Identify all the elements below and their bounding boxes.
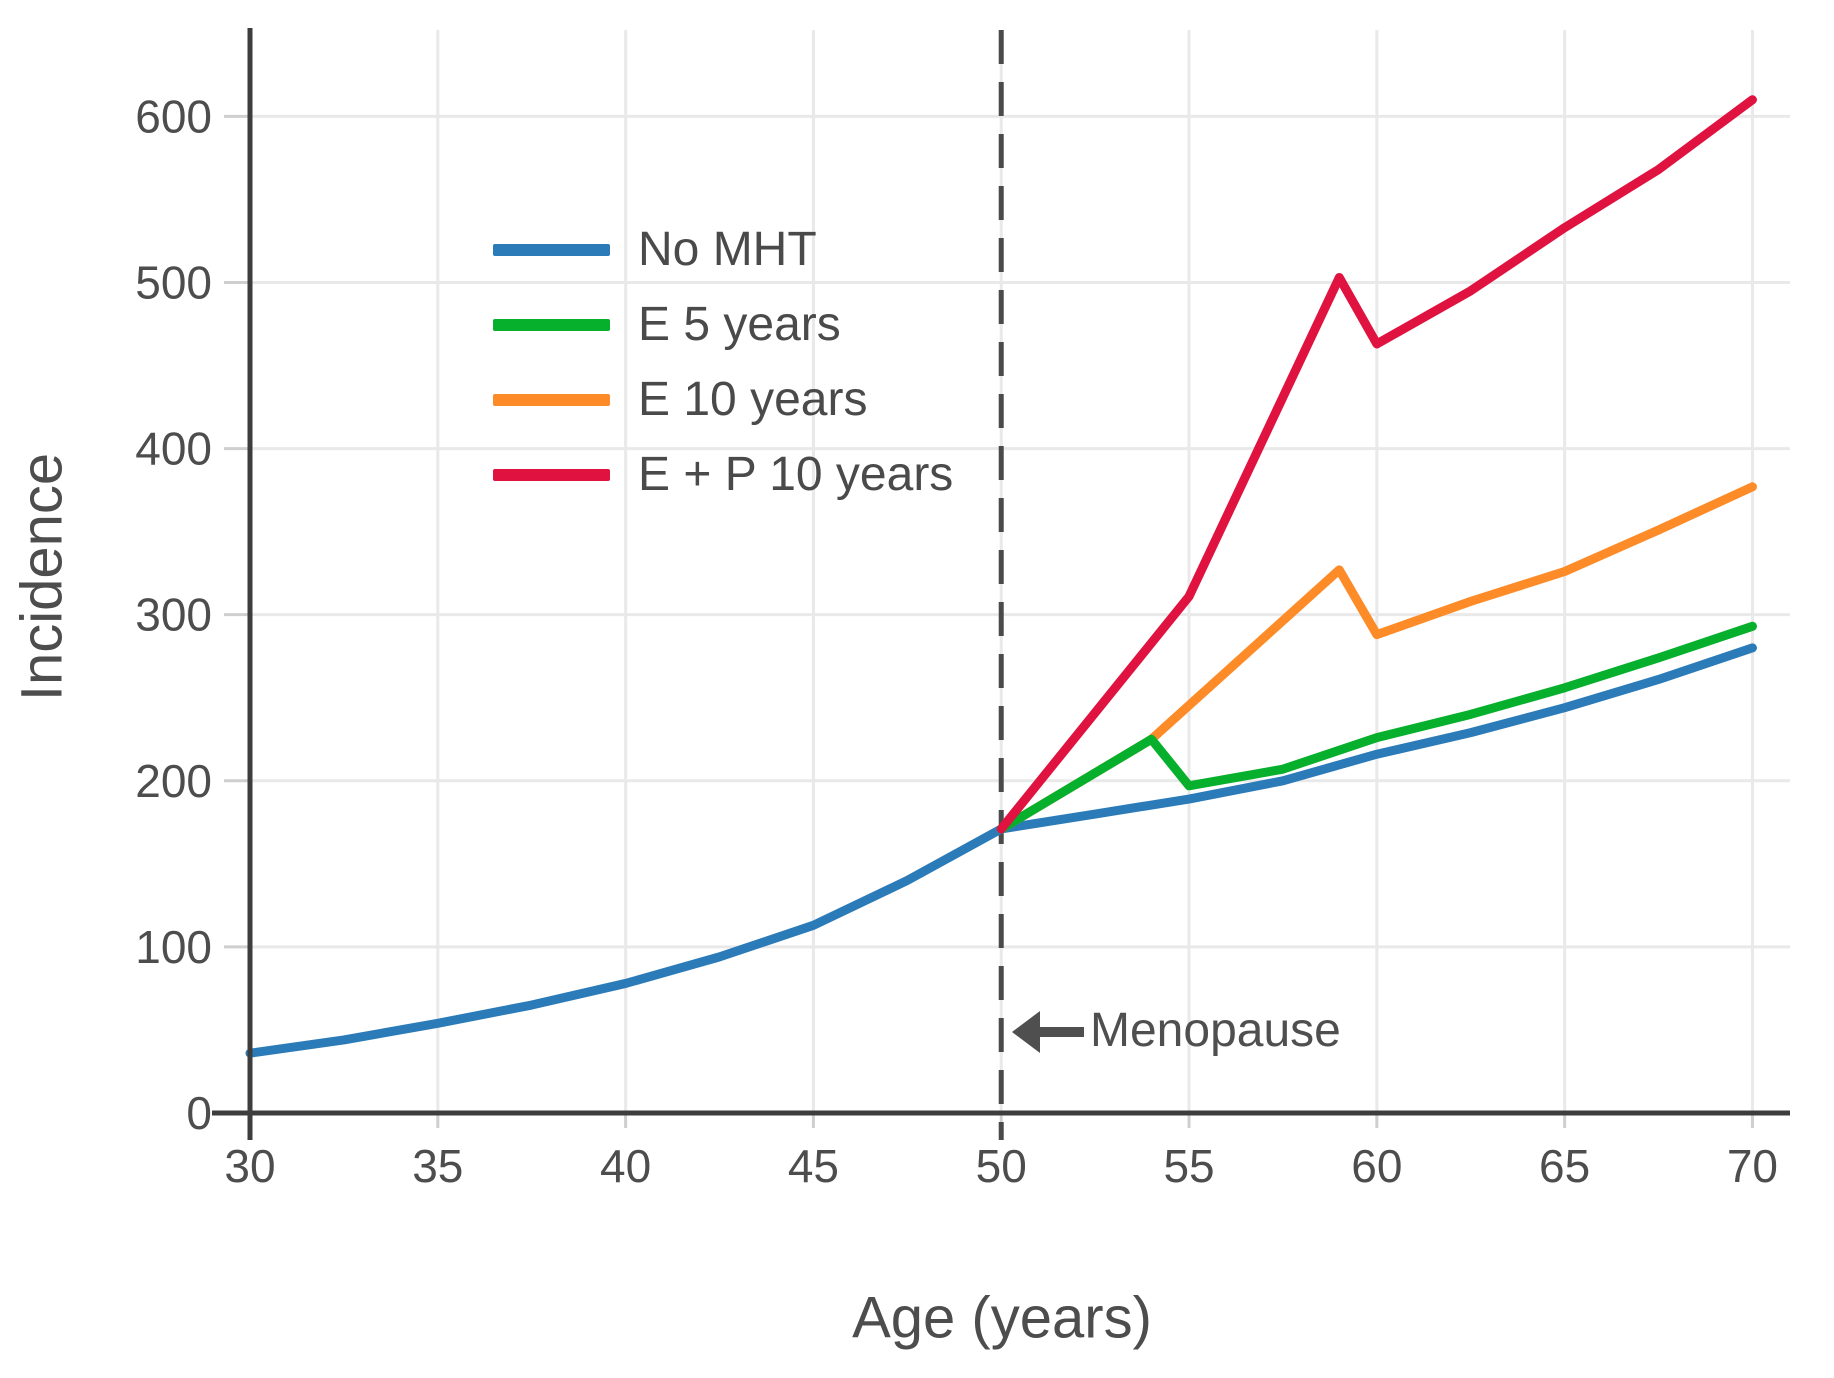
- series-line-e-5-years: [996, 621, 1757, 834]
- legend-label: E 10 years: [638, 373, 868, 426]
- legend-item-e-p-10-years: E + P 10 years: [493, 437, 953, 512]
- legend-label: E + P 10 years: [638, 448, 954, 501]
- legend: No MHT E 5 years E 10 years E + P 10 yea…: [493, 212, 953, 512]
- x-tick-label: 55: [1163, 1140, 1214, 1192]
- x-tick-label: 35: [412, 1140, 463, 1192]
- x-tick-label: 70: [1727, 1140, 1778, 1192]
- menopause-annotation-text: Menopause: [1090, 1003, 1341, 1057]
- legend-swatch-e-10-years: [493, 393, 610, 406]
- y-tick-label: 0: [186, 1087, 212, 1139]
- legend-item-no-mht: No MHT: [493, 212, 953, 287]
- series-line-e-10-years: [996, 482, 1757, 834]
- y-tick-label: 100: [135, 921, 212, 973]
- legend-label: E 5 years: [638, 298, 841, 351]
- y-tick-label: 500: [135, 256, 212, 308]
- y-tick-label: 300: [135, 589, 212, 641]
- series-line-e-p-10-years: [996, 95, 1757, 834]
- legend-swatch-no-mht: [493, 243, 610, 256]
- x-tick-label: 65: [1539, 1140, 1590, 1192]
- y-tick-label: 400: [135, 423, 212, 475]
- x-axis-label: Age (years): [852, 1285, 1152, 1351]
- legend-swatch-e-p-10-years: [493, 468, 610, 481]
- legend-item-e-10-years: E 10 years: [493, 362, 953, 437]
- legend-item-e-5-years: E 5 years: [493, 287, 953, 362]
- legend-swatch-e-5-years: [493, 318, 610, 331]
- y-tick-label: 600: [135, 90, 212, 142]
- y-tick-label: 200: [135, 755, 212, 807]
- left-arrow-icon: [1012, 1011, 1040, 1053]
- x-tick-label: 45: [788, 1140, 839, 1192]
- x-tick-label: 30: [224, 1140, 275, 1192]
- x-tick-label: 50: [976, 1140, 1027, 1192]
- x-tick-label: 40: [600, 1140, 651, 1192]
- y-axis-label: Incidence: [9, 452, 75, 702]
- x-tick-label: 60: [1351, 1140, 1402, 1192]
- legend-label: No MHT: [638, 223, 817, 276]
- left-arrow-shaft: [1037, 1027, 1084, 1037]
